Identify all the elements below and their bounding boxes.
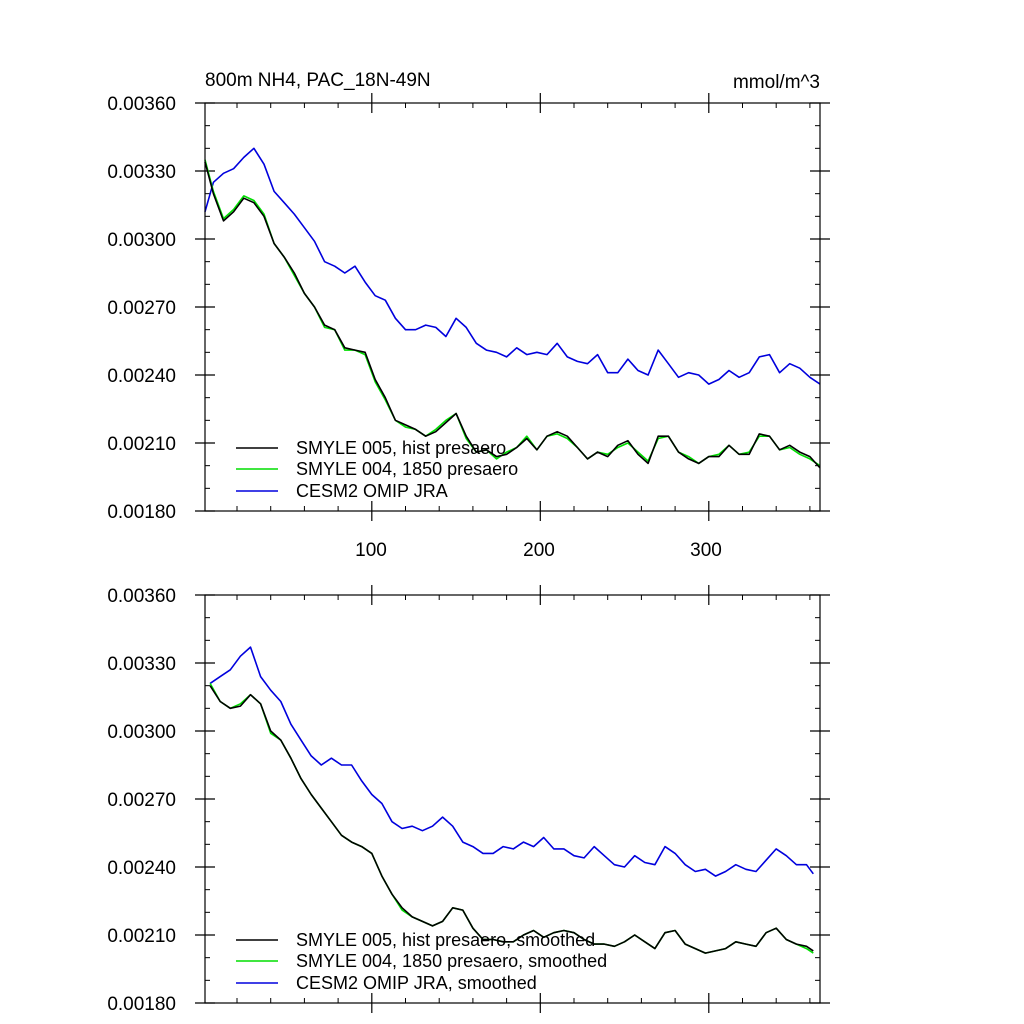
- y-tick-label: 0.00270: [107, 298, 176, 319]
- y-tick-label: 0.00300: [107, 722, 176, 743]
- panel-1-title: 800m NH4, PAC_18N-49N: [205, 70, 431, 91]
- y-tick-label: 0.00330: [107, 654, 176, 675]
- y-tick-label: 0.00180: [107, 502, 176, 523]
- panel-1: 800m NH4, PAC_18N-49N mmol/m^3 0.00360 0…: [107, 70, 830, 561]
- legend-label-cesm2: CESM2 OMIP JRA: [296, 481, 448, 501]
- legend-label-smyle-004-smoothed: SMYLE 004, 1850 presaero, smoothed: [296, 951, 607, 971]
- panel-1-legend: SMYLE 005, hist presaero SMYLE 004, 1850…: [236, 438, 518, 501]
- y-tick-label: 0.00330: [107, 162, 176, 183]
- x-tick-label: 100: [355, 540, 387, 561]
- y-tick-label: 0.00180: [107, 994, 176, 1015]
- legend-label-smyle-005: SMYLE 005, hist presaero: [296, 438, 506, 458]
- series-line-smyle-005-hist-presaero-smoothed: [209, 685, 814, 954]
- legend-label-smyle-004: SMYLE 004, 1850 presaero: [296, 459, 518, 479]
- series-line-smyle-005-hist-presaero: [204, 161, 821, 469]
- panel-1-plot: [195, 93, 830, 521]
- panel-2-frame: [204, 594, 821, 1004]
- panel-1-x-tick-labels: 100 200 300: [355, 540, 722, 561]
- x-tick-label: 300: [690, 540, 722, 561]
- x-tick-label: 200: [523, 540, 555, 561]
- panel-1-y-tick-labels: 0.00360 0.00330 0.00300 0.00270 0.00240 …: [107, 94, 176, 523]
- y-tick-label: 0.00300: [107, 230, 176, 251]
- y-tick-label: 0.00240: [107, 366, 176, 387]
- series-line-cesm2-omip-jra-smoothed: [209, 646, 814, 877]
- legend-label-cesm2-smoothed: CESM2 OMIP JRA, smoothed: [296, 973, 537, 993]
- y-tick-label: 0.00270: [107, 790, 176, 811]
- panel-2-y-tick-labels: 0.00360 0.00330 0.00300 0.00270 0.00240 …: [107, 586, 176, 1015]
- y-tick-label: 0.00360: [107, 94, 176, 115]
- panel-2-legend: SMYLE 005, hist presaero, smoothed SMYLE…: [236, 930, 607, 993]
- panel-1-units: mmol/m^3: [733, 72, 820, 93]
- y-tick-label: 0.00210: [107, 926, 176, 947]
- panel-2: 0.00360 0.00330 0.00300 0.00270 0.00240 …: [107, 585, 830, 1015]
- y-tick-label: 0.00240: [107, 858, 176, 879]
- y-tick-label: 0.00210: [107, 434, 176, 455]
- y-tick-label: 0.00360: [107, 586, 176, 607]
- panel-1-frame: [204, 102, 821, 512]
- series-line-cesm2-omip-jra: [204, 147, 821, 385]
- legend-label-smyle-005-smoothed: SMYLE 005, hist presaero, smoothed: [296, 930, 595, 950]
